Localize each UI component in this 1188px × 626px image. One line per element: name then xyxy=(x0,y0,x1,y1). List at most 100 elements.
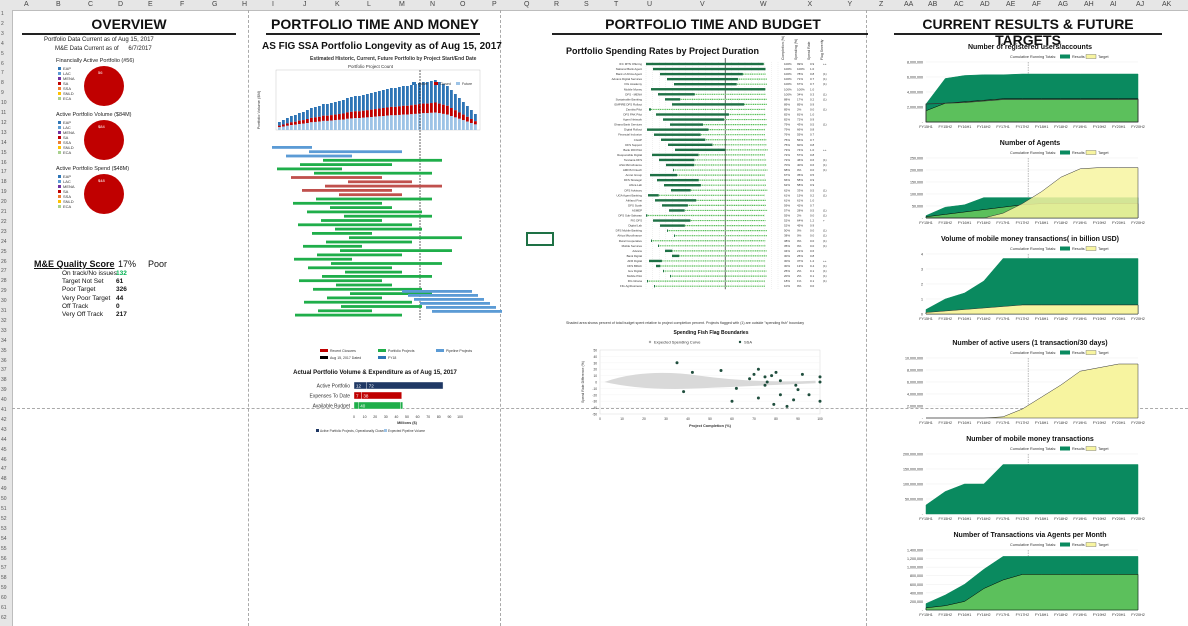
column-header-j[interactable]: J xyxy=(303,1,307,8)
selected-cell[interactable] xyxy=(526,232,554,246)
column-header-q[interactable]: Q xyxy=(524,1,530,8)
column-header-d[interactable]: D xyxy=(118,1,124,8)
row-header[interactable]: 42 xyxy=(1,416,7,423)
row-header[interactable]: 57 xyxy=(1,565,7,572)
column-header-r[interactable]: R xyxy=(554,1,560,8)
column-header-e[interactable]: E xyxy=(148,1,153,8)
row-header[interactable]: 40 xyxy=(1,397,7,404)
row-header[interactable]: 48 xyxy=(1,476,7,483)
column-header-y[interactable]: Y xyxy=(847,1,853,8)
row-header[interactable]: 4 xyxy=(1,40,4,47)
row-header[interactable]: 46 xyxy=(1,456,7,463)
column-header-l[interactable]: L xyxy=(367,1,371,8)
row-header[interactable]: 10 xyxy=(1,100,7,107)
column-header-ae[interactable]: AE xyxy=(1006,1,1016,8)
column-header-aa[interactable]: AA xyxy=(904,1,914,8)
column-header-w[interactable]: W xyxy=(760,1,767,8)
row-header[interactable]: 59 xyxy=(1,585,7,592)
row-header[interactable]: 32 xyxy=(1,317,7,324)
row-header[interactable]: 60 xyxy=(1,595,7,602)
row-header[interactable]: 39 xyxy=(1,387,7,394)
row-header[interactable]: 2 xyxy=(1,20,4,27)
row-header[interactable]: 8 xyxy=(1,80,4,87)
row-header[interactable]: 27 xyxy=(1,268,7,275)
row-header[interactable]: 37 xyxy=(1,367,7,374)
row-header[interactable]: 54 xyxy=(1,535,7,542)
row-header[interactable]: 47 xyxy=(1,466,7,473)
row-header[interactable]: 41 xyxy=(1,407,7,413)
row-header[interactable]: 6 xyxy=(1,60,4,67)
row-header[interactable]: 7 xyxy=(1,70,4,77)
row-header[interactable]: 24 xyxy=(1,238,7,245)
row-header[interactable]: 49 xyxy=(1,486,7,493)
row-header[interactable]: 51 xyxy=(1,506,7,512)
row-header[interactable]: 58 xyxy=(1,575,7,582)
column-header-b[interactable]: B xyxy=(56,1,61,8)
column-header-x[interactable]: X xyxy=(807,1,813,8)
row-header[interactable]: 21 xyxy=(1,209,7,215)
column-header-p[interactable]: P xyxy=(492,1,497,8)
row-header[interactable]: 38 xyxy=(1,377,7,384)
column-header-n[interactable]: N xyxy=(430,1,436,8)
column-header-s[interactable]: S xyxy=(584,1,589,8)
column-header-a[interactable]: A xyxy=(24,1,29,8)
row-header[interactable]: 62 xyxy=(1,614,7,621)
column-header-f[interactable]: F xyxy=(180,1,185,8)
column-header-m[interactable]: M xyxy=(399,1,405,8)
row-header[interactable]: 31 xyxy=(1,308,7,314)
row-header[interactable]: 35 xyxy=(1,347,7,354)
row-header[interactable]: 19 xyxy=(1,189,7,196)
row-header[interactable]: 45 xyxy=(1,446,7,453)
row-header[interactable]: 43 xyxy=(1,426,7,433)
column-header-k[interactable]: K xyxy=(335,1,340,8)
row-header[interactable]: 22 xyxy=(1,218,7,225)
row-header[interactable]: 15 xyxy=(1,149,7,156)
column-header-ah[interactable]: AH xyxy=(1084,1,1094,8)
row-header[interactable]: 50 xyxy=(1,496,7,503)
column-header-aj[interactable]: AJ xyxy=(1136,1,1145,8)
row-header[interactable]: 53 xyxy=(1,525,7,532)
row-header[interactable]: 61 xyxy=(1,605,7,611)
row-header[interactable]: 14 xyxy=(1,139,7,146)
row-header[interactable]: 5 xyxy=(1,50,4,57)
column-header-u[interactable]: U xyxy=(647,1,653,8)
row-header[interactable]: 1 xyxy=(1,11,4,17)
row-header[interactable]: 23 xyxy=(1,228,7,235)
column-header-v[interactable]: V xyxy=(700,1,705,8)
column-header-t[interactable]: T xyxy=(614,1,619,8)
row-header[interactable]: 29 xyxy=(1,288,7,295)
row-header[interactable]: 9 xyxy=(1,90,4,97)
column-header-i[interactable]: I xyxy=(272,1,274,8)
column-header-ak[interactable]: AK xyxy=(1162,1,1172,8)
row-header[interactable]: 13 xyxy=(1,129,7,136)
row-header[interactable]: 16 xyxy=(1,159,7,166)
column-header-af[interactable]: AF xyxy=(1032,1,1041,8)
column-header-ad[interactable]: AD xyxy=(980,1,990,8)
column-header-z[interactable]: Z xyxy=(879,1,884,8)
column-header-o[interactable]: O xyxy=(460,1,466,8)
row-header[interactable]: 52 xyxy=(1,515,7,522)
column-header-ac[interactable]: AC xyxy=(954,1,964,8)
column-header-ag[interactable]: AG xyxy=(1058,1,1069,8)
column-header-g[interactable]: G xyxy=(212,1,218,8)
column-header-ai[interactable]: AI xyxy=(1110,1,1117,8)
row-header[interactable]: 34 xyxy=(1,337,7,344)
row-header[interactable]: 44 xyxy=(1,436,7,443)
row-header[interactable]: 18 xyxy=(1,179,7,186)
row-header[interactable]: 55 xyxy=(1,545,7,552)
row-header[interactable]: 33 xyxy=(1,327,7,334)
row-header[interactable]: 17 xyxy=(1,169,7,176)
row-header[interactable]: 3 xyxy=(1,30,4,37)
row-header[interactable]: 11 xyxy=(1,110,7,116)
row-header[interactable]: 12 xyxy=(1,119,7,126)
row-header[interactable]: 26 xyxy=(1,258,7,265)
row-header[interactable]: 25 xyxy=(1,248,7,255)
row-header[interactable]: 30 xyxy=(1,298,7,305)
row-header[interactable]: 28 xyxy=(1,278,7,285)
row-header[interactable]: 36 xyxy=(1,357,7,364)
column-header-h[interactable]: H xyxy=(242,1,248,8)
row-header[interactable]: 56 xyxy=(1,555,7,562)
row-header[interactable]: 20 xyxy=(1,199,7,206)
column-header-ab[interactable]: AB xyxy=(928,1,938,8)
column-header-c[interactable]: C xyxy=(88,1,94,8)
